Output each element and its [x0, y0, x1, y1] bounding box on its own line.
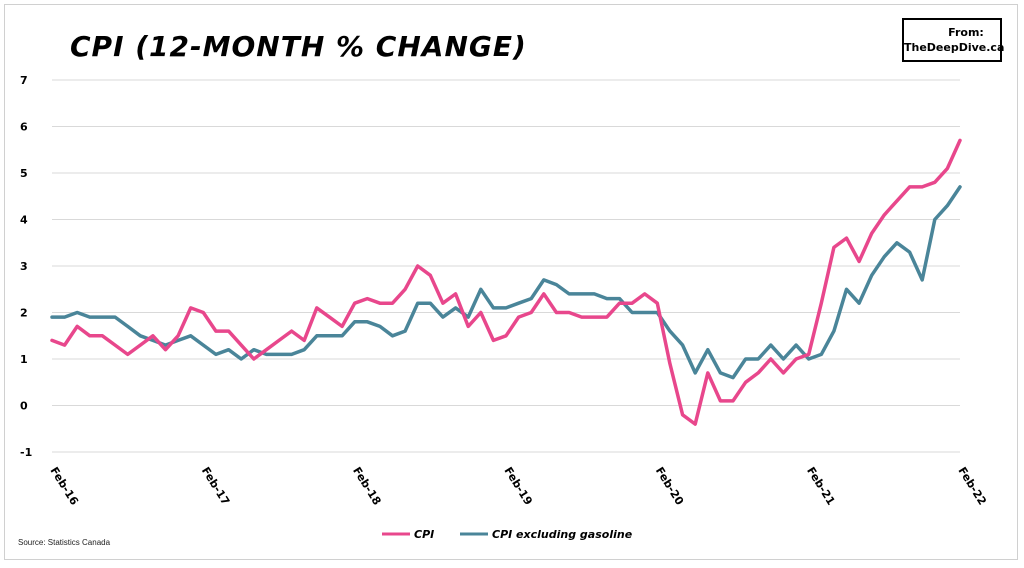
source-badge: From: TheDeepDive.ca	[902, 18, 1005, 62]
series-line-cpi	[50, 138, 962, 426]
y-tick-label: 3	[20, 260, 28, 273]
x-axis-ticks: Feb-16 Feb-17 Feb-18 Feb-19 Feb-20 Feb-21 Feb-…	[47, 465, 988, 508]
series-lines	[50, 138, 962, 426]
gridlines	[52, 79, 960, 453]
y-tick-label: 0	[20, 400, 28, 413]
y-tick-label: 7	[20, 74, 28, 87]
x-tick-label: Feb-17	[199, 465, 232, 508]
y-tick-label: 1	[20, 353, 28, 366]
x-tick-label: Feb-20	[653, 465, 687, 508]
series-line-cpi-ex-gas	[50, 185, 962, 380]
y-tick-label: 2	[20, 307, 28, 320]
x-tick-label: Feb-21	[804, 465, 837, 508]
y-tick-label: 5	[20, 167, 28, 180]
chart-title: CPI (12-MONTH % CHANGE)	[70, 30, 527, 63]
x-tick-label: Feb-18	[350, 465, 383, 508]
legend-label-cpi: CPI	[414, 528, 434, 541]
badge-from-label: From:	[948, 26, 984, 39]
badge-site-label: TheDeepDive.ca	[904, 41, 1005, 54]
source-note: Source: Statistics Canada	[18, 538, 111, 547]
x-tick-label: Feb-22	[955, 465, 988, 508]
y-tick-label: 4	[20, 214, 28, 227]
y-tick-label: 6	[20, 121, 28, 134]
x-tick-label: Feb-19	[501, 465, 534, 508]
legend: CPI CPI excluding gasoline	[382, 528, 633, 541]
chart-frame	[4, 4, 1018, 560]
legend-label-cpi-ex-gas: CPI excluding gasoline	[492, 528, 633, 541]
y-axis-ticks: -1 0 1 2 3 4 5 6 7	[20, 74, 32, 459]
x-tick-label: Feb-16	[47, 465, 81, 508]
y-tick-label: -1	[20, 446, 32, 459]
